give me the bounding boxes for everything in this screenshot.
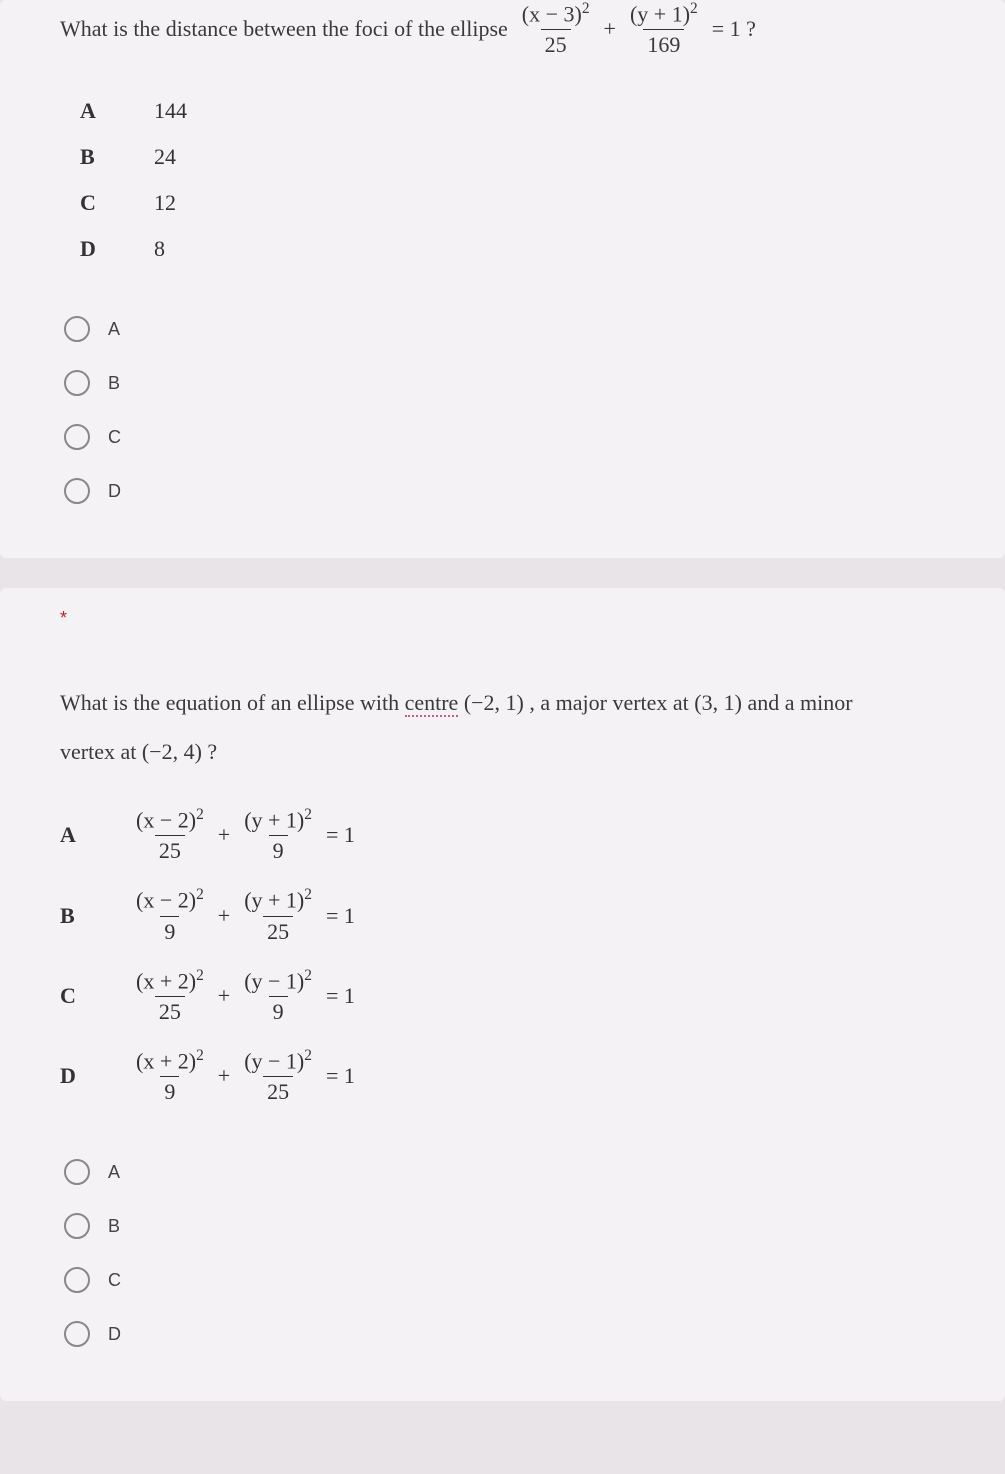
q2-option-c: C (x + 2)225 + (y − 1)29 = 1 <box>60 967 975 1025</box>
q1-prompt-text: What is the distance between the foci of… <box>60 16 508 42</box>
q2-radio-b[interactable]: B <box>60 1199 975 1253</box>
q1-rhs: = 1 ? <box>712 16 756 42</box>
question-card-1: What is the distance between the foci of… <box>0 0 1005 558</box>
q2-radio-d[interactable]: D <box>60 1307 975 1361</box>
question-card-2: * What is the equation of an ellipse wit… <box>0 588 1005 1401</box>
radio-label: D <box>108 1324 121 1345</box>
q2-prompt: What is the equation of an ellipse with … <box>60 679 975 776</box>
q2-eq-c: (x + 2)225 + (y − 1)29 = 1 <box>128 967 355 1025</box>
q2-eq-d: (x + 2)29 + (y − 1)225 = 1 <box>128 1047 355 1105</box>
radio-label: B <box>108 1216 120 1237</box>
radio-icon <box>64 478 90 504</box>
radio-icon <box>64 1267 90 1293</box>
q1-option-a: A 144 <box>60 88 975 134</box>
radio-label: C <box>108 1270 121 1291</box>
q1-prompt: What is the distance between the foci of… <box>60 0 975 58</box>
q1-frac-2: (y + 1)2 169 <box>626 0 702 58</box>
q1-plus: + <box>604 16 616 42</box>
q1-option-b: B 24 <box>60 134 975 180</box>
q1-radio-a[interactable]: A <box>60 302 975 356</box>
radio-icon <box>64 370 90 396</box>
radio-label: D <box>108 481 121 502</box>
radio-icon <box>64 1213 90 1239</box>
radio-icon <box>64 316 90 342</box>
q1-radios: A B C D <box>60 302 975 518</box>
q2-option-d: D (x + 2)29 + (y − 1)225 = 1 <box>60 1047 975 1105</box>
q2-eq-b: (x − 2)29 + (y + 1)225 = 1 <box>128 886 355 944</box>
radio-icon <box>64 424 90 450</box>
q2-eq-a: (x − 2)225 + (y + 1)29 = 1 <box>128 806 355 864</box>
q1-option-c: C 12 <box>60 180 975 226</box>
radio-label: A <box>108 1162 120 1183</box>
q2-radios: A B C D <box>60 1145 975 1361</box>
q2-radio-c[interactable]: C <box>60 1253 975 1307</box>
q1-options: A 144 B 24 C 12 D 8 <box>60 88 975 272</box>
radio-label: B <box>108 373 120 394</box>
q2-option-b: B (x − 2)29 + (y + 1)225 = 1 <box>60 886 975 944</box>
q1-frac-1: (x − 3)2 25 <box>518 0 594 58</box>
radio-label: C <box>108 427 121 448</box>
q1-radio-b[interactable]: B <box>60 356 975 410</box>
radio-icon <box>64 1321 90 1347</box>
q1-radio-c[interactable]: C <box>60 410 975 464</box>
radio-label: A <box>108 319 120 340</box>
q2-radio-a[interactable]: A <box>60 1145 975 1199</box>
q2-options: A (x − 2)225 + (y + 1)29 = 1 B (x − 2)29… <box>60 806 975 1105</box>
q2-centre-word: centre <box>405 690 459 717</box>
q2-option-a: A (x − 2)225 + (y + 1)29 = 1 <box>60 806 975 864</box>
required-marker: * <box>60 588 975 629</box>
q1-radio-d[interactable]: D <box>60 464 975 518</box>
radio-icon <box>64 1159 90 1185</box>
q1-option-d: D 8 <box>60 226 975 272</box>
